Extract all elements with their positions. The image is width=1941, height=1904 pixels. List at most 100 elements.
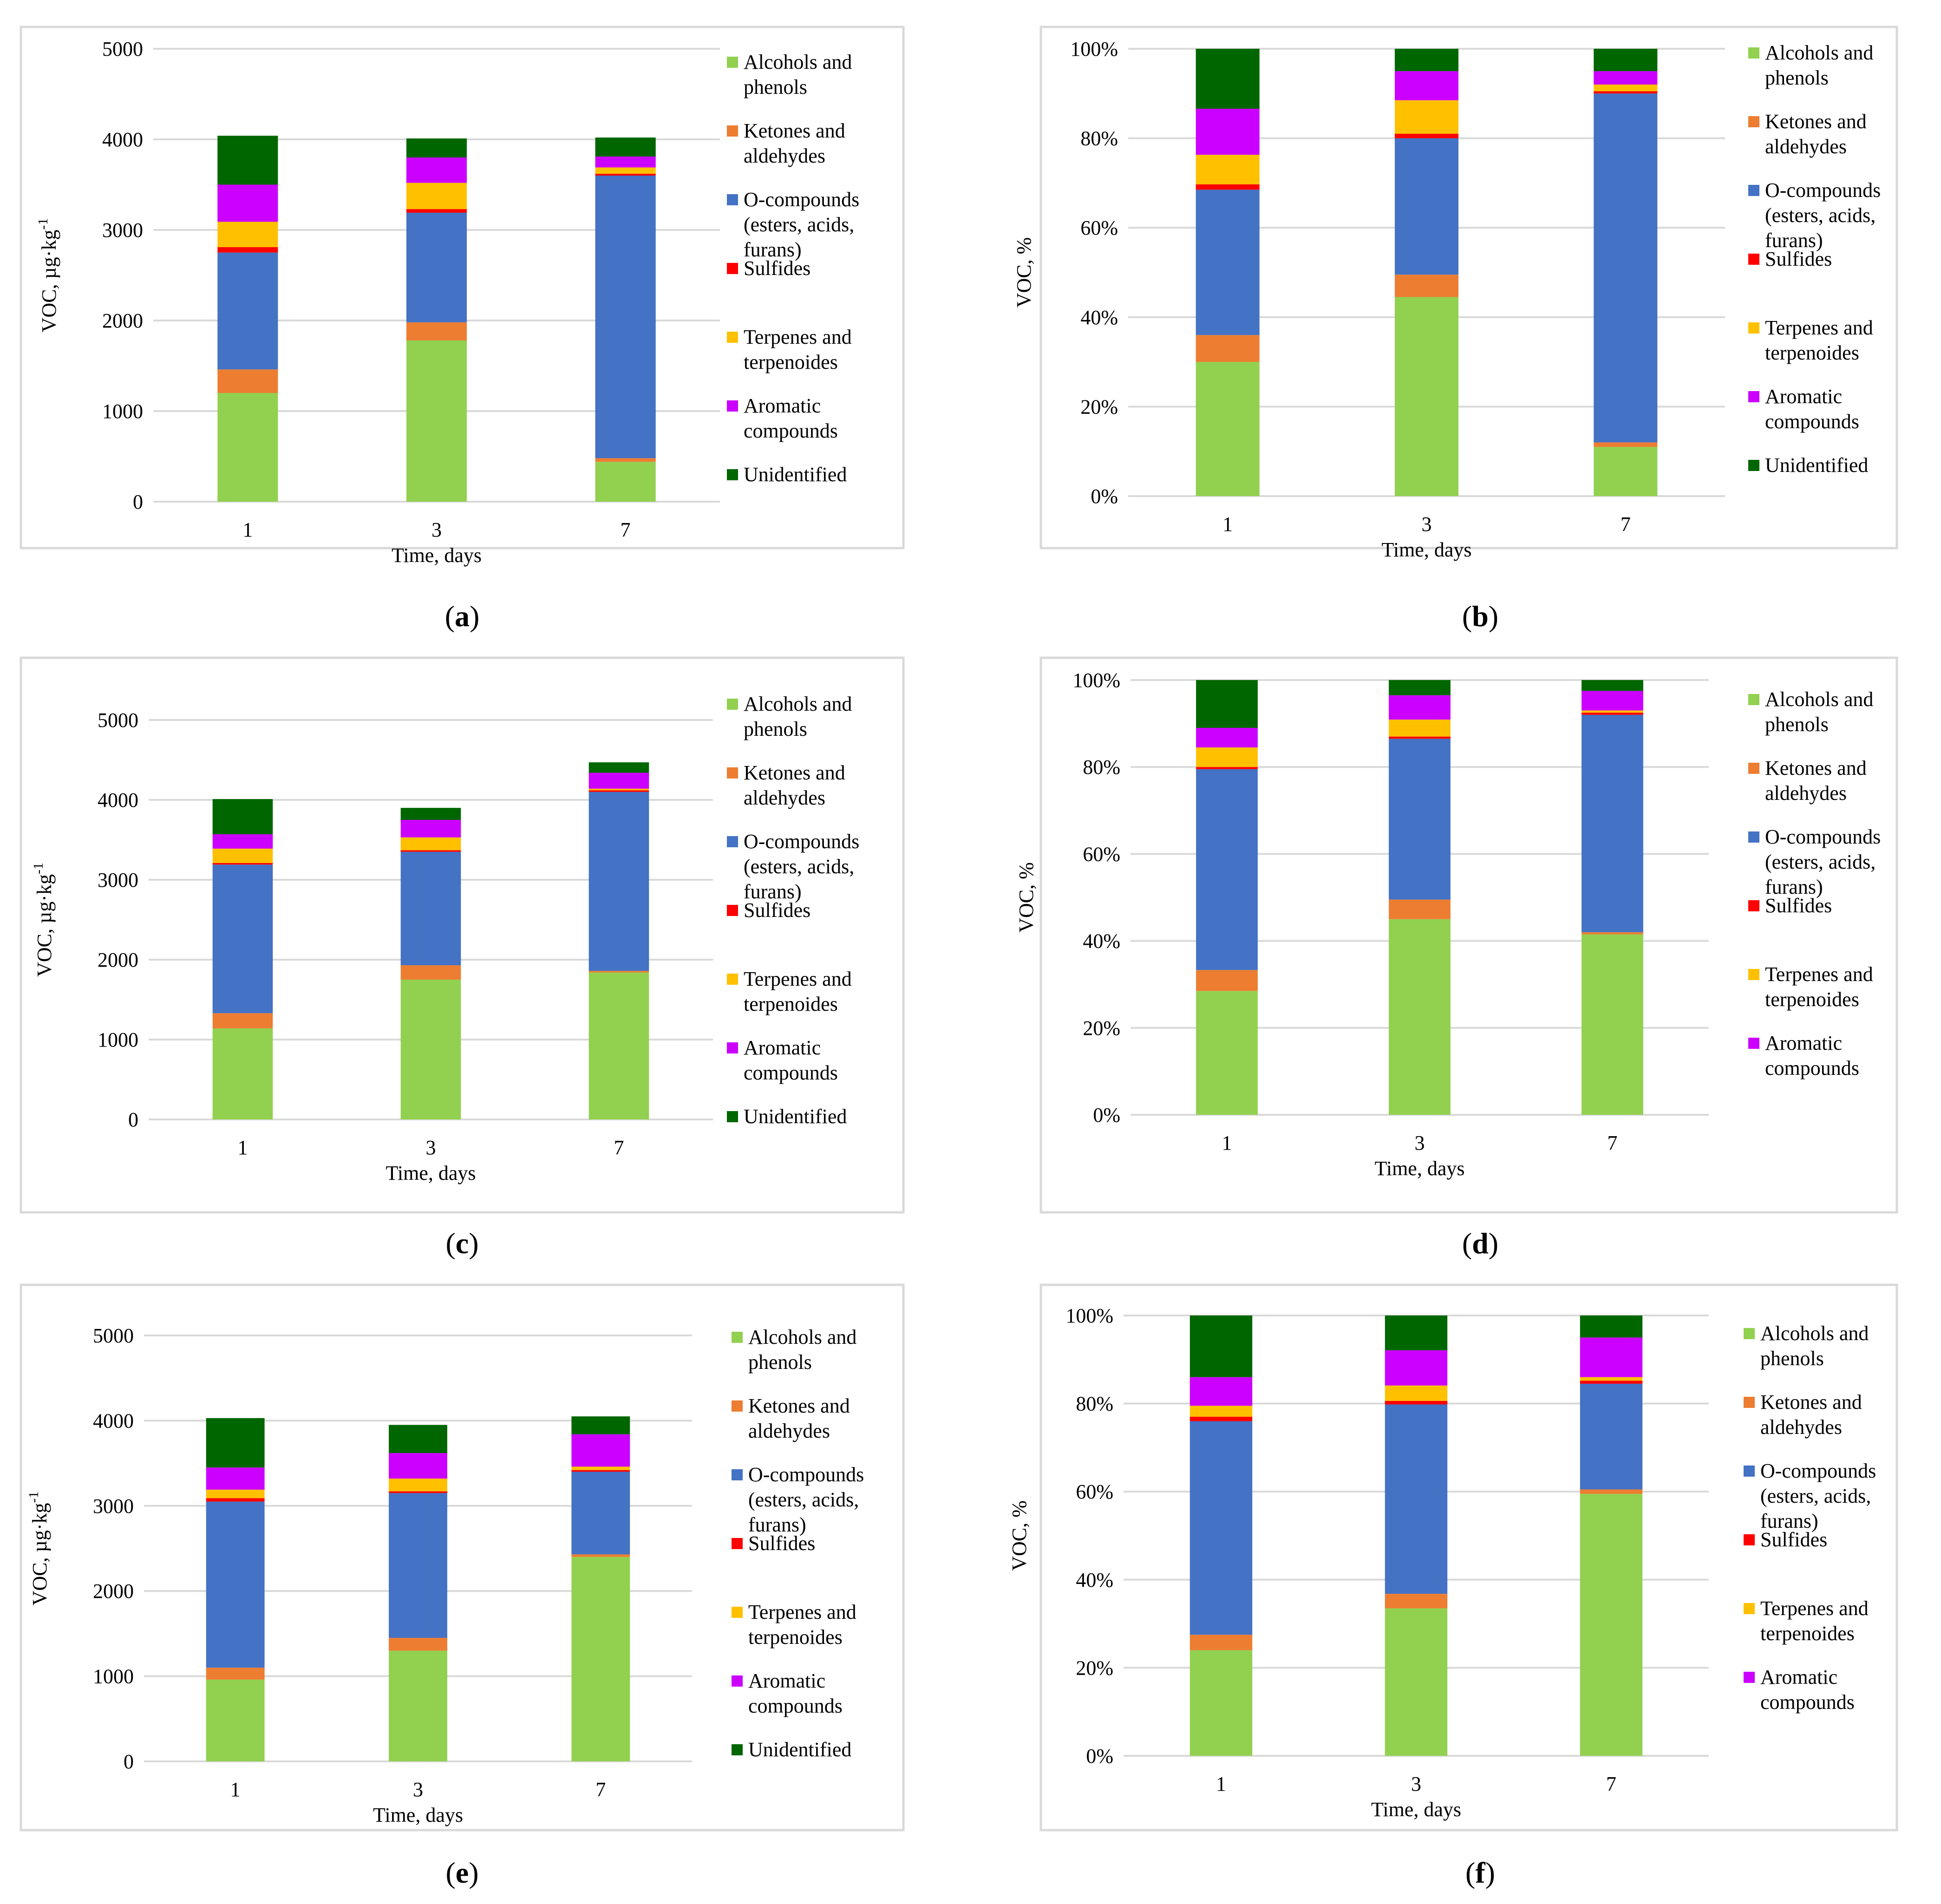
chart-f-legend-label: Aromatic compounds: [1760, 1666, 1855, 1714]
chart-d-legend-swatch: [1748, 900, 1759, 911]
chart-e-bar-segment: [571, 1554, 630, 1557]
chart-b-bar-segment: [1594, 71, 1658, 85]
chart-a-legend-label: Ketones and aldehydes: [744, 119, 845, 167]
chart-d-bar-segment: [1389, 919, 1451, 1115]
chart-e-xtick-label: 3: [413, 1778, 423, 1801]
chart-a-bar-segment: [217, 369, 278, 393]
chart-panel-c: 0 1000 2000 3000 4000 5000 1 3 7 Time, days VOC, µ…: [0, 634, 970, 1268]
chart-a-xtick-label: 1: [242, 518, 253, 541]
chart-b-bar-segment: [1196, 49, 1260, 109]
chart-e-bar-segment: [571, 1470, 630, 1472]
chart-e-x-axis-title: Time, days: [373, 1804, 463, 1826]
chart-a-legend-label: Alcohols and phenols: [744, 51, 852, 98]
chart-e-bar-segment: [571, 1466, 630, 1470]
chart-b-ytick-label: 20%: [1080, 395, 1118, 418]
chart-f-ytick-label: 0%: [1086, 1745, 1113, 1767]
chart-c-bar-segment: [400, 980, 461, 1119]
chart-b-bar-segment: [1394, 49, 1459, 72]
chart-b-bar-segment: [1594, 442, 1658, 447]
chart-f-xtick-label: 3: [1411, 1773, 1421, 1795]
chart-f-legend-swatch: [1744, 1466, 1755, 1477]
chart-e-ytick-label: 0: [124, 1750, 134, 1773]
chart-c-ytick-label: 1000: [98, 1028, 138, 1051]
chart-f-bar-segment: [1385, 1594, 1448, 1609]
chart-d-bar-segment: [1196, 767, 1258, 769]
chart-b-bar-segment: [1594, 91, 1658, 94]
chart-d-bar-segment: [1582, 680, 1643, 691]
chart-f-bar-segment: [1580, 1337, 1643, 1377]
chart-d-legend-swatch: [1748, 763, 1759, 774]
chart-c-legend-swatch: [727, 1111, 738, 1122]
chart-d-y-axis-title: VOC, %: [1015, 862, 1038, 933]
chart-b-bar-segment: [1394, 100, 1459, 134]
chart-f-legend-label: Alcohols and phenols: [1760, 1322, 1869, 1370]
chart-e-bar-segment: [389, 1425, 447, 1453]
panel-label-c: (c): [445, 1227, 479, 1260]
chart-e-bar-segment: [206, 1501, 265, 1668]
chart-f-bar-segment: [1189, 1315, 1253, 1377]
panel-label-e: (e): [445, 1856, 479, 1889]
chart-d-legend-swatch: [1748, 831, 1759, 843]
chart-b-xtick-label: 7: [1621, 513, 1631, 536]
chart-d-bar-segment: [1196, 970, 1258, 991]
chart-a-bar-segment: [217, 136, 278, 185]
chart-e-ytick-label: 5000: [93, 1324, 134, 1347]
chart-a-xtick-label: 3: [431, 518, 442, 541]
chart-c-legend-label: Ketones and aldehydes: [744, 761, 845, 809]
chart-f-bar-segment: [1385, 1404, 1448, 1594]
chart-a-ytick-label: 5000: [102, 38, 143, 60]
chart-f-ytick-label: 60%: [1076, 1480, 1113, 1503]
chart-c-x-axis-title: Time, days: [386, 1162, 476, 1184]
chart-e-legend-swatch: [732, 1744, 743, 1755]
chart-b-xtick-label: 3: [1422, 513, 1432, 536]
chart-a-legend-swatch: [727, 57, 738, 68]
chart-d-bar-segment: [1389, 899, 1451, 919]
chart-c-bar-segment: [588, 772, 649, 789]
panel-label-b: (b): [1462, 600, 1499, 633]
chart-d-bar-segment: [1389, 720, 1451, 737]
chart-d-bar-segment: [1389, 695, 1451, 720]
chart-a-x-axis-title: Time, days: [392, 544, 482, 567]
chart-d-bar-segment: [1196, 680, 1258, 728]
chart-c-frame: [20, 656, 905, 1214]
chart-b-legend-swatch: [1748, 460, 1759, 471]
chart-d-legend-label: Terpenes and terpenoides: [1765, 963, 1873, 1011]
chart-c-bar-segment: [400, 808, 461, 820]
chart-c-bar-segment: [400, 820, 461, 837]
chart-e-ytick-label: 3000: [93, 1495, 134, 1518]
chart-d-bar-segment: [1196, 727, 1258, 748]
chart-b-bar-segment: [1196, 109, 1260, 155]
chart-e-y-axis-title: VOC, µg·kg-1: [26, 1492, 51, 1606]
chart-a-legend-swatch: [727, 194, 738, 205]
chart-c: 0 1000 2000 3000 4000 5000 1 3 7 Time, days VOC, µ…: [20, 656, 905, 1214]
chart-b-bar-segment: [1394, 275, 1459, 297]
chart-f-ytick-label: 40%: [1076, 1569, 1113, 1591]
chart-d-ytick-label: 100%: [1072, 669, 1120, 692]
chart-b-legend-label: O-compounds (esters, acids, furans): [1765, 179, 1881, 252]
chart-d-bar-segment: [1582, 691, 1643, 711]
chart-f-xtick-label: 7: [1606, 1773, 1616, 1795]
chart-a-bar-segment: [595, 458, 656, 462]
chart-c-bar-segment: [588, 788, 649, 791]
chart-b-legend-label: Sulfides: [1765, 248, 1832, 270]
chart-f-bar-segment: [1385, 1350, 1448, 1386]
chart-f-legend-swatch: [1744, 1603, 1755, 1614]
chart-f-bar-segment: [1580, 1377, 1643, 1381]
chart-a-bar-segment: [406, 183, 467, 209]
chart-f-legend-swatch: [1744, 1534, 1755, 1545]
chart-d-legend-label: O-compounds (esters, acids, furans): [1765, 825, 1881, 898]
chart-c-xtick-label: 3: [426, 1136, 436, 1159]
chart-c-bar-segment: [212, 834, 273, 849]
chart-a-bar-segment: [595, 137, 656, 157]
panel-label-f: (f): [1465, 1856, 1495, 1889]
chart-e-bar-segment: [206, 1489, 265, 1498]
chart-d-x-axis-title: Time, days: [1375, 1157, 1465, 1180]
chart-b-bar-segment: [1196, 155, 1260, 184]
chart-a-bar-segment: [406, 209, 467, 213]
chart-a-legend-label: O-compounds (esters, acids, furans): [744, 188, 859, 261]
chart-panel-d: 0% 20% 40% 60% 80% 100% 1 3 7 Time, days VOC, % Alc…: [970, 634, 1941, 1268]
chart-d-ytick-label: 60%: [1083, 843, 1120, 865]
chart-a-y-axis-title: VOC, µg·kg-1: [35, 218, 60, 333]
chart-c-bar-segment: [588, 972, 649, 1119]
chart-d-legend-label: Sulfides: [1765, 894, 1832, 917]
